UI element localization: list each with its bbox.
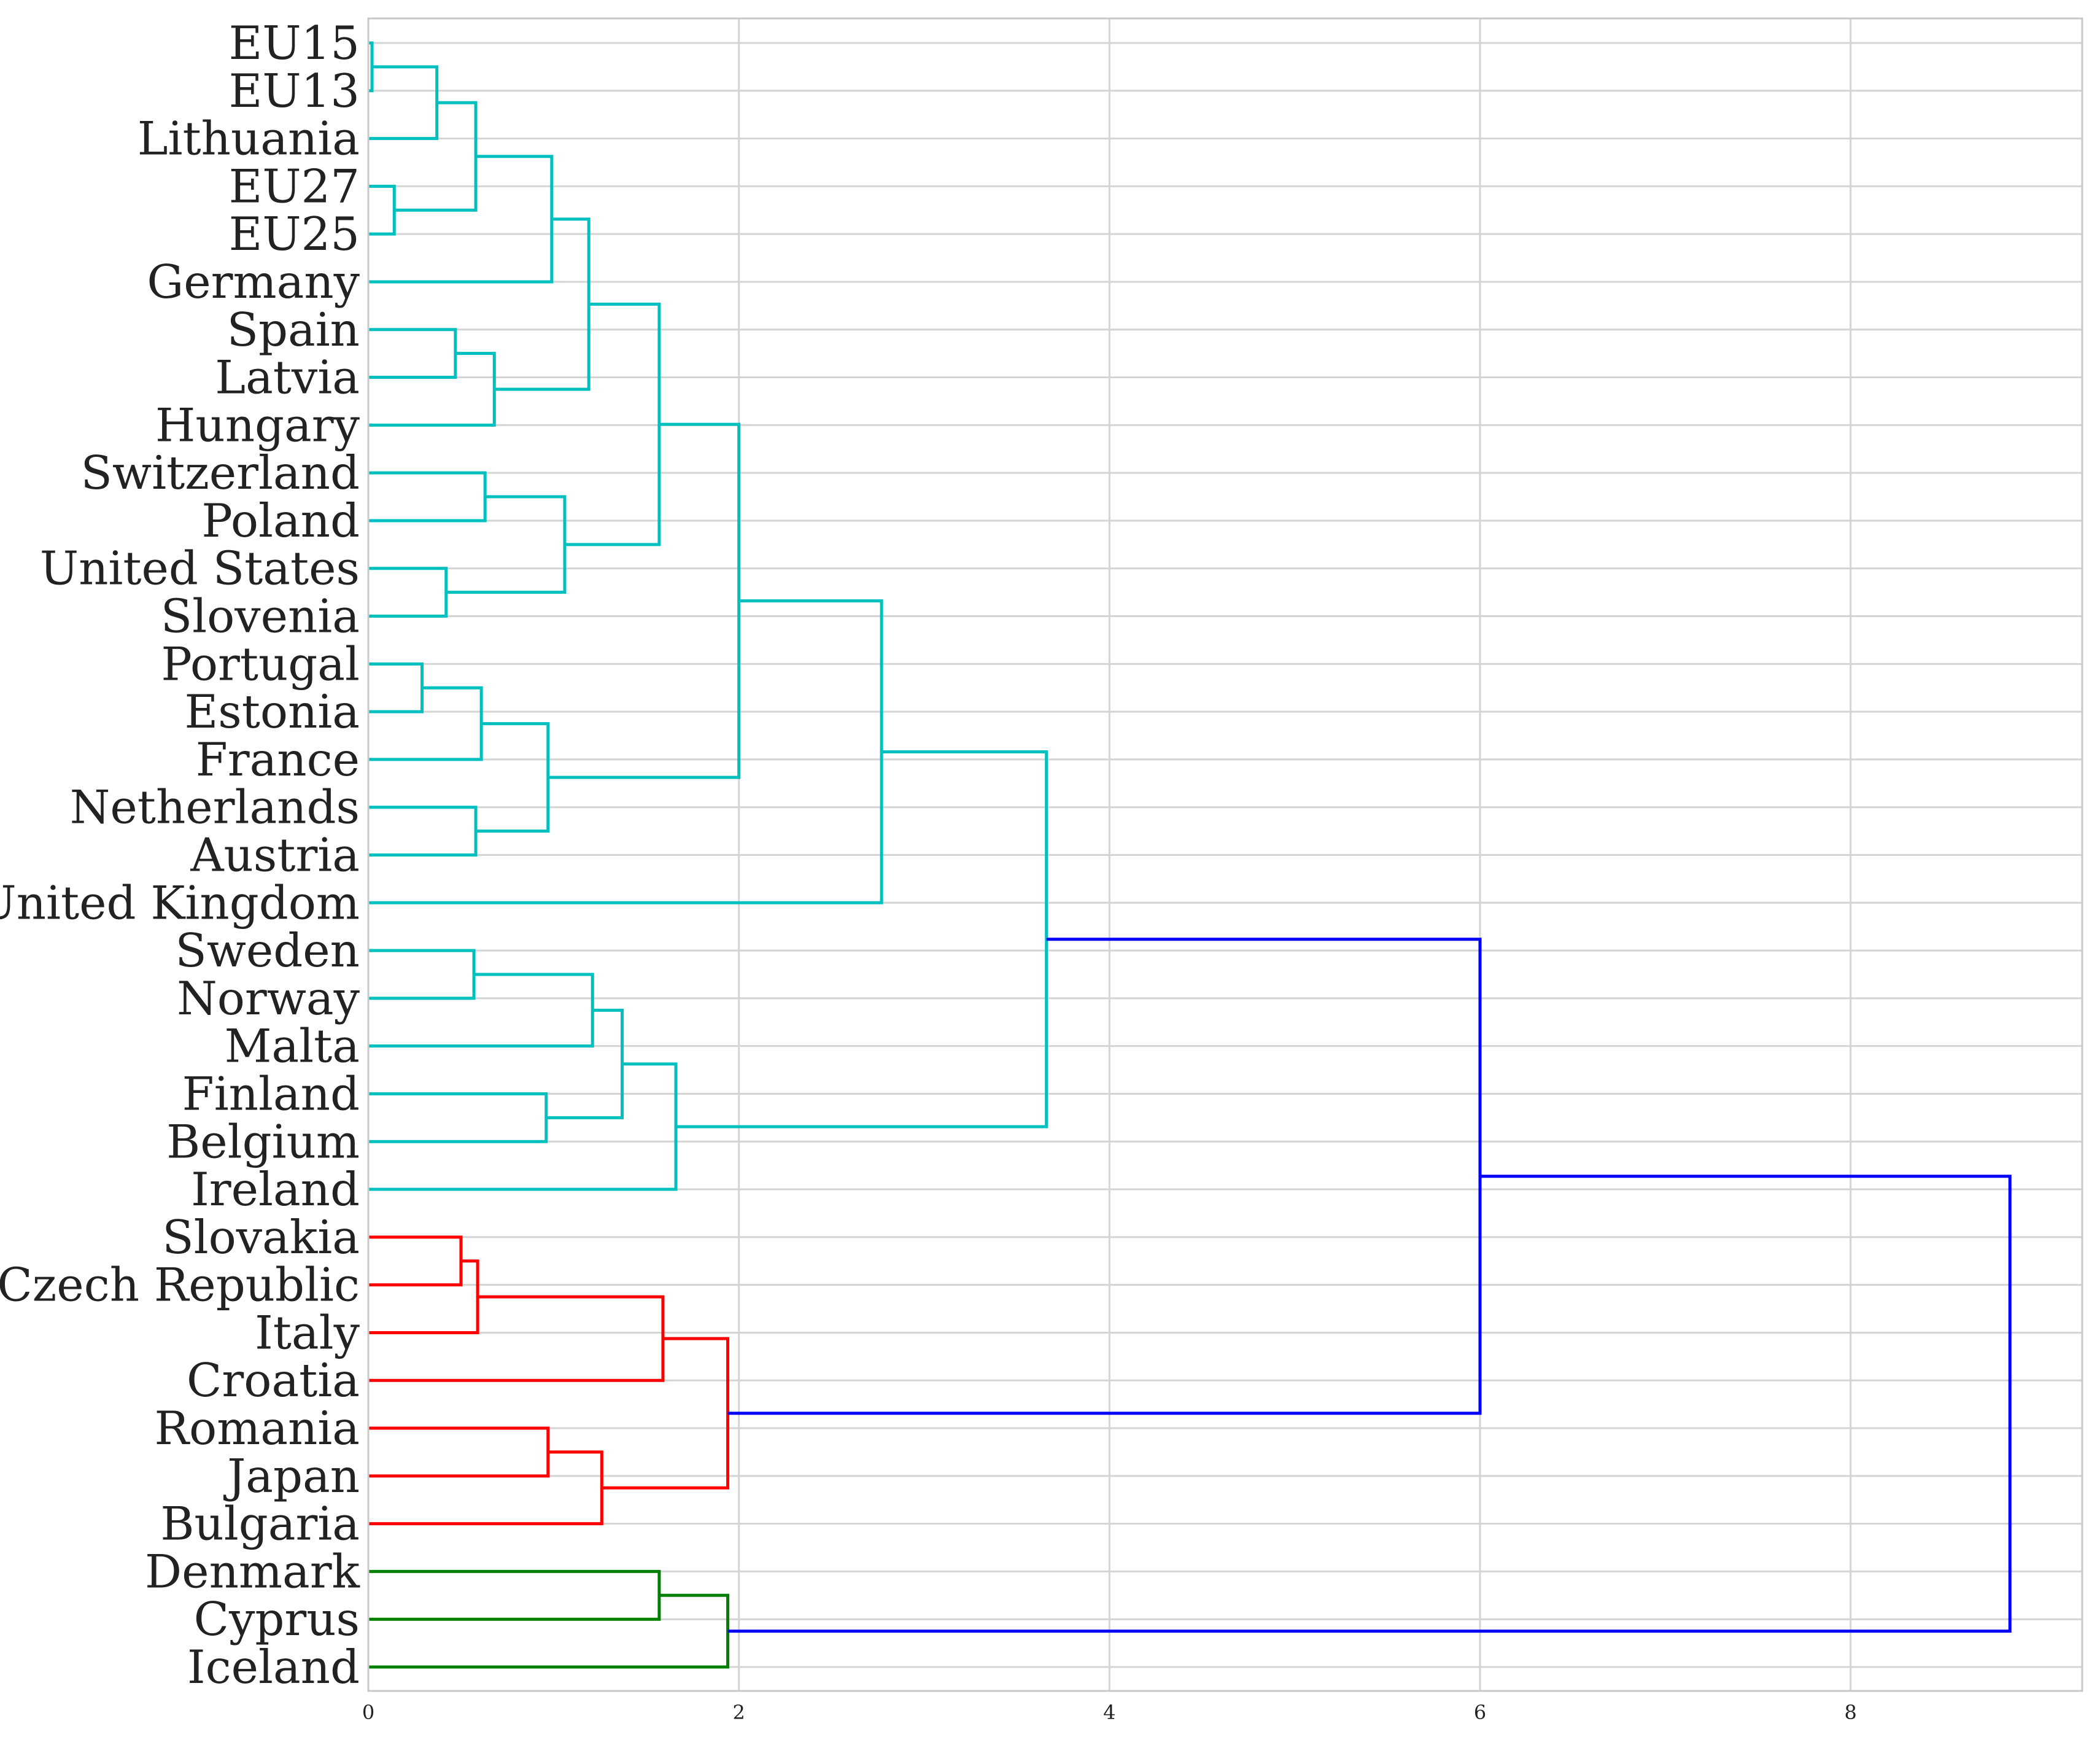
- leaf-label-czech-republic: Czech Republic: [0, 1258, 360, 1312]
- merge-link-13: [368, 686, 483, 761]
- leaf-label-portugal: Portugal: [161, 637, 360, 691]
- leaf-label-bulgaria: Bulgaria: [160, 1497, 360, 1551]
- leaf-label-iceland: Iceland: [187, 1640, 360, 1694]
- leaf-label-austria: Austria: [190, 828, 360, 882]
- leaf-label-slovakia: Slovakia: [162, 1210, 360, 1264]
- x-tick-label-4: 4: [1103, 1701, 1115, 1724]
- merge-link-33: [727, 1175, 2012, 1633]
- x-tick-label-6: 6: [1474, 1701, 1486, 1724]
- leaf-label-united-states: United States: [40, 542, 360, 596]
- leaf-label-poland: Poland: [201, 494, 360, 548]
- merge-link-4: [368, 155, 554, 284]
- leaf-label-hungary: Hungary: [155, 398, 360, 452]
- merge-link-20: [368, 1092, 548, 1143]
- leaf-label-spain: Spain: [227, 303, 360, 357]
- leaf-label-norway: Norway: [177, 971, 360, 1025]
- leaf-label-lithuania: Lithuania: [138, 112, 360, 166]
- leaf-label-ireland: Ireland: [191, 1162, 360, 1216]
- leaf-label-romania: Romania: [155, 1401, 360, 1455]
- leaf-label-latvia: Latvia: [215, 351, 360, 405]
- leaf-label-italy: Italy: [255, 1305, 360, 1359]
- leaf-label-estonia: Estonia: [184, 685, 360, 739]
- leaf-label-malta: Malta: [225, 1019, 360, 1073]
- merge-link-22: [368, 1062, 678, 1191]
- leaf-label-switzerland: Switzerland: [81, 446, 360, 500]
- merge-link-25: [368, 1259, 479, 1334]
- merge-link-17: [368, 599, 883, 904]
- leaf-label-netherlands: Netherlands: [70, 780, 360, 834]
- leaf-labels: EU15EU13LithuaniaEU27EU25GermanySpainLat…: [0, 16, 360, 1694]
- leaf-label-france: France: [196, 732, 360, 787]
- x-tick-label-8: 8: [1845, 1701, 1857, 1724]
- merge-link-26: [368, 1295, 665, 1382]
- plot-frame: [367, 17, 2083, 1692]
- merge-link-10: [446, 495, 567, 594]
- leaf-label-eu25: EU25: [229, 207, 360, 261]
- x-tick-label-0: 0: [362, 1701, 374, 1724]
- x-tick-label-2: 2: [732, 1701, 745, 1724]
- dendrogram-links: [368, 41, 2012, 1669]
- leaf-label-eu15: EU15: [229, 16, 360, 70]
- leaf-label-denmark: Denmark: [145, 1544, 360, 1598]
- merge-link-2: [368, 184, 396, 236]
- leaf-label-cyprus: Cyprus: [194, 1592, 360, 1646]
- leaf-label-croatia: Croatia: [187, 1353, 360, 1407]
- leaf-label-japan: Japan: [223, 1449, 360, 1503]
- leaf-label-slovenia: Slovenia: [161, 589, 360, 643]
- leaf-label-finland: Finland: [182, 1067, 360, 1121]
- leaf-label-eu27: EU27: [229, 159, 360, 213]
- leaf-label-united-kingdom: United Kingdom: [0, 876, 360, 930]
- leaf-label-germany: Germany: [147, 255, 360, 309]
- leaf-label-eu13: EU13: [229, 64, 360, 118]
- leaf-label-belgium: Belgium: [166, 1114, 360, 1168]
- leaf-label-sweden: Sweden: [175, 923, 360, 977]
- x-axis-ticks: 0 2 4 6 8: [362, 1701, 1857, 1724]
